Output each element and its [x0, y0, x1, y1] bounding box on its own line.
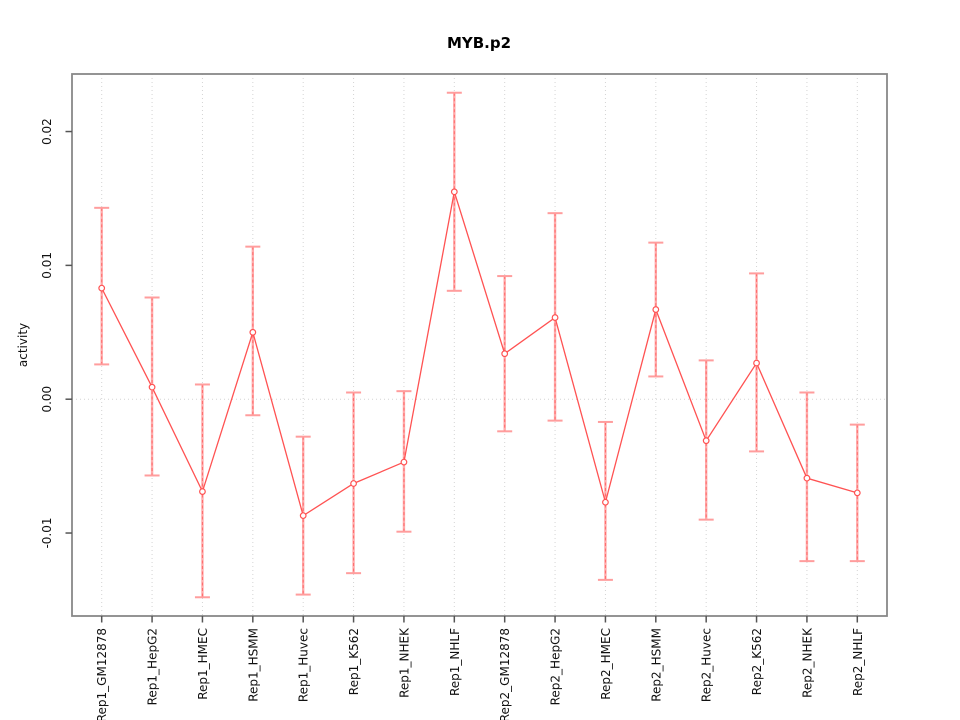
data-point — [450, 188, 458, 196]
x-tick-label: Rep2_K562 — [750, 628, 764, 695]
axis-layer: -0.01 0.00 0.01 0.02 Rep1_GM12878 Rep1_HepG2 R… — [40, 73, 888, 720]
x-tick-label: Rep1_HSMM — [246, 628, 260, 702]
x-tick-label: Rep2_HepG2 — [549, 628, 563, 705]
data-point — [702, 437, 710, 445]
data-point — [199, 488, 206, 495]
data-point — [350, 480, 357, 487]
chart-title: MYB.p2 — [447, 34, 511, 52]
y-axis-label: activity — [16, 323, 30, 367]
data-point — [400, 458, 408, 466]
data-point — [299, 512, 307, 520]
data-point — [249, 328, 257, 336]
data-point — [98, 284, 106, 292]
grid-layer — [72, 74, 887, 616]
x-tick-label: Rep1_K562 — [347, 628, 361, 695]
x-tick-label: Rep2_NHEK — [800, 627, 814, 698]
x-tick-label: Rep1_NHEK — [397, 627, 411, 698]
x-tick-label: Rep1_HMEC — [196, 628, 210, 700]
plot-box — [71, 73, 888, 617]
y-tick-label: -0.01 — [40, 517, 54, 548]
data-point — [803, 474, 811, 482]
y-tick-label: 0.00 — [40, 386, 54, 413]
series-layer — [94, 91, 865, 599]
x-tick-label: Rep2_GM12878 — [498, 628, 512, 720]
data-point — [551, 314, 559, 321]
data-point — [148, 383, 156, 391]
data-point — [602, 498, 609, 506]
x-tick-label: Rep1_NHLF — [448, 628, 462, 696]
x-tick-label: Rep2_Huvec — [700, 628, 714, 702]
data-point — [853, 489, 861, 497]
y-tick-label: 0.02 — [40, 118, 54, 145]
y-tick-label: 0.01 — [40, 252, 54, 279]
x-tick-label: Rep1_GM12878 — [95, 628, 109, 720]
data-point — [652, 306, 660, 313]
x-tick-label: Rep2_HSMM — [649, 628, 663, 702]
x-tick-label: Rep2_HMEC — [599, 628, 613, 700]
series-line — [101, 191, 858, 517]
x-tick-label: Rep1_Huvec — [297, 628, 311, 702]
x-tick-label: Rep1_HepG2 — [146, 628, 160, 705]
data-point — [501, 350, 509, 358]
data-point — [753, 359, 760, 367]
x-tick-label: Rep2_NHLF — [851, 628, 865, 696]
